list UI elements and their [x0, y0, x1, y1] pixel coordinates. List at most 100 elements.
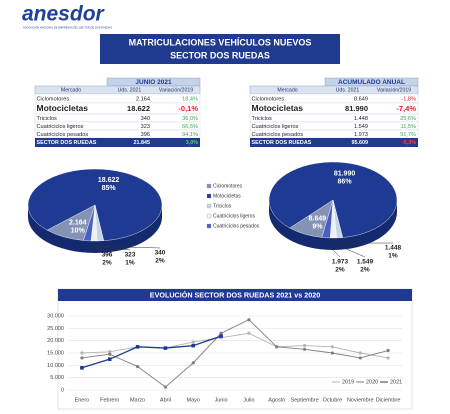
x-tick-label: Agosto: [268, 397, 285, 403]
line-marker: [247, 318, 251, 322]
y-tick-label: 15.000: [47, 350, 64, 356]
table-total-row: [35, 138, 200, 147]
line-marker: [191, 343, 196, 348]
column-header: Variación/2019: [377, 88, 411, 94]
row-label: Ciclomotores: [252, 96, 285, 102]
pie-slice: [83, 204, 96, 242]
leader-line: [87, 245, 108, 251]
y-tick-label: 20.000: [47, 338, 64, 344]
pie-value-label: 81.990: [334, 170, 356, 177]
line-marker: [135, 345, 140, 349]
line-marker: [107, 357, 112, 361]
legend-label: Cuatriciclos ligeros: [213, 213, 255, 219]
legend-swatch: [206, 213, 212, 219]
pie-share-label: 2%: [155, 258, 165, 265]
row-units: 2.164: [136, 96, 150, 102]
line-marker: [191, 361, 195, 365]
legend-swatch: [206, 183, 212, 189]
line-marker: [108, 350, 112, 354]
row-variation: 94,1%: [182, 132, 198, 138]
line-series: [81, 335, 222, 369]
row-variation: -7,4%: [396, 104, 416, 113]
line-marker: [80, 366, 84, 370]
row-label: Cuatriciclos pesados: [252, 132, 304, 138]
leader-line: [94, 246, 131, 251]
row-variation: 25,6%: [400, 116, 416, 122]
line-series: [81, 332, 389, 359]
legend-swatch: [206, 223, 212, 229]
row-label: Triciclos: [37, 116, 58, 122]
line-marker: [275, 345, 279, 349]
pie-value-label: 1.448: [385, 245, 402, 252]
x-tick-label: Marzo: [130, 397, 145, 403]
line-marker: [108, 352, 112, 356]
row-label: Motocicletas: [252, 103, 304, 113]
leader-line: [333, 243, 366, 258]
total-units: 21.845: [134, 140, 151, 146]
x-tick-label: Octubre: [323, 397, 343, 403]
row-variation: 66,5%: [182, 124, 198, 130]
row-variation: 11,5%: [401, 124, 416, 130]
table-row: [34, 113, 201, 123]
total-units: 95.609: [352, 140, 369, 146]
column-header: Variación/2019: [159, 88, 193, 94]
pie-share-label: 86%: [338, 178, 353, 185]
table-total-row: [250, 138, 418, 147]
row-units: 396: [141, 132, 150, 138]
x-tick-label: Enero: [75, 397, 90, 403]
row-variation: 91,7%: [400, 132, 416, 138]
line-marker: [358, 351, 362, 355]
pie-value-label: 340: [155, 250, 166, 257]
line-marker: [191, 340, 195, 344]
table-title: ACUMULADO ANUAL: [338, 79, 405, 86]
column-header: Uds. 2021: [336, 88, 360, 94]
y-tick-label: 5.000: [50, 375, 64, 381]
pie-share-label: 85%: [102, 185, 117, 192]
pie-slice: [321, 199, 334, 239]
chart-frame: [57, 288, 413, 410]
row-label: Cuatriciclos pesados: [37, 132, 89, 138]
row-units: 1.549: [354, 124, 368, 130]
row-units: 8.649: [354, 96, 368, 102]
total-label: SECTOR DOS RUEDAS: [37, 140, 97, 146]
y-tick-label: 0: [61, 387, 64, 393]
legend-label: 2019: [342, 379, 354, 385]
pie-share-label: 1%: [125, 260, 135, 267]
tagline: ASOCIACIÓN NACIONAL DE EMPRESAS DEL SECT…: [23, 25, 112, 30]
y-tick-label: 30.000: [47, 313, 64, 319]
line-marker: [80, 356, 84, 360]
chart-title-bar: [58, 289, 412, 301]
line-marker: [80, 351, 84, 355]
row-label: Ciclomotores: [37, 96, 70, 102]
line-marker: [386, 356, 390, 360]
row-units: 1.448: [354, 116, 368, 122]
legend-label: Ciclomotores: [213, 183, 243, 189]
title: MATRICULACIONES VEHÍCULOS NUEVOS: [129, 37, 312, 47]
row-label: Triciclos: [252, 116, 273, 122]
pie-value-label: 1.549: [357, 259, 374, 266]
row-units: 323: [141, 124, 150, 130]
total-variation: -5,3%: [402, 140, 416, 146]
row-variation: -0,1%: [178, 104, 198, 113]
line-series: [81, 319, 389, 388]
row-label: Cuatriciclos ligeros: [252, 124, 299, 130]
logo: anesdor: [22, 3, 106, 26]
line-marker: [219, 334, 223, 338]
legend-label: Motocicletas: [213, 193, 241, 199]
row-units: 81.990: [345, 104, 368, 113]
column-header: Mercado: [277, 88, 297, 94]
row-units: 340: [141, 116, 150, 122]
pie-share-label: 9%: [312, 224, 323, 231]
line-marker: [163, 385, 168, 389]
row-variation: 18,4%: [182, 96, 198, 102]
pie-share-label: 2%: [335, 267, 345, 274]
line-marker: [135, 364, 140, 369]
legend-swatch: [206, 203, 212, 209]
legend-label: Triciclos: [213, 203, 232, 209]
pie-value-label: 396: [102, 252, 113, 259]
line-marker: [330, 351, 335, 355]
column-header: Mercado: [61, 88, 81, 94]
x-tick-label: Abril: [160, 397, 171, 403]
line-marker: [302, 344, 307, 348]
